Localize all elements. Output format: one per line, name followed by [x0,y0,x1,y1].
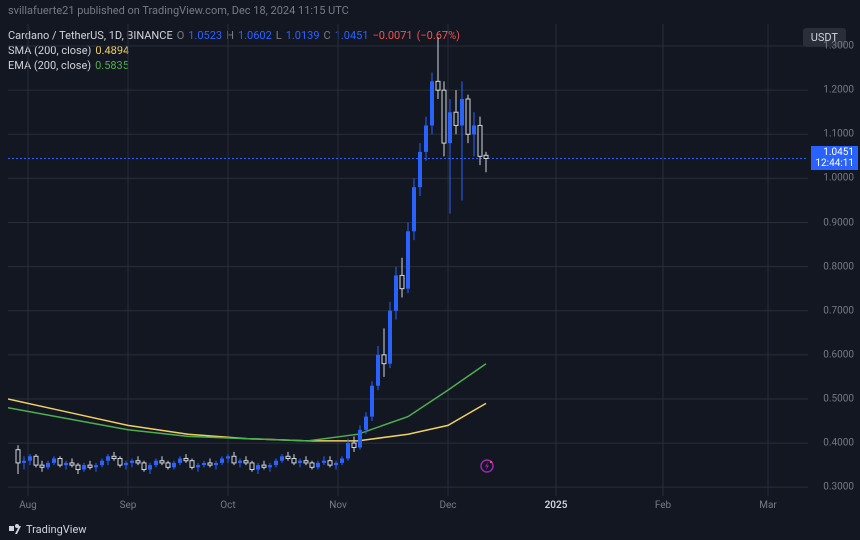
price-tick: 1.2000 [823,85,854,96]
price-tick: 0.3000 [823,482,854,493]
price-axis[interactable]: 1.3000 1.2000 1.1000 1.0000 0.9000 0.8000 0.70… [808,24,860,496]
price-tick: 0.6000 [823,349,854,360]
price-tick: 0.4000 [823,438,854,449]
price-tick: 0.7000 [823,305,854,316]
chart-svg [8,24,808,496]
time-tick: Sep [120,500,137,511]
watermark-text: TradingView [26,523,87,536]
price-tick: 0.8000 [823,261,854,272]
time-tick: Aug [19,500,37,511]
time-tick: Feb [655,500,671,511]
time-tick: Mar [759,500,777,511]
tradingview-logo-icon [8,522,22,536]
price-tick: 0.5000 [823,393,854,404]
publish-header: svillafuerte21 published on TradingView.… [0,0,860,24]
time-tick: Nov [329,500,347,511]
time-tick: Dec [439,500,456,511]
flash-icon[interactable] [480,458,494,472]
chart-plot-area[interactable] [8,24,808,496]
time-tick: 2025 [545,500,568,511]
publish-info: svillafuerte21 published on TradingView.… [8,4,349,17]
price-tick: 1.3000 [823,41,854,52]
tradingview-watermark[interactable]: TradingView [8,522,87,536]
current-price-badge: 1.045112:44:11 [811,146,858,170]
price-tick: 1.0000 [823,173,854,184]
chart-container: svillafuerte21 published on TradingView.… [0,0,860,540]
price-tick: 0.9000 [823,217,854,228]
price-tick: 1.1000 [823,129,854,140]
time-axis[interactable]: Aug Sep Oct Nov Dec 2025 Feb Mar [8,498,808,518]
time-tick: Oct [220,500,235,511]
